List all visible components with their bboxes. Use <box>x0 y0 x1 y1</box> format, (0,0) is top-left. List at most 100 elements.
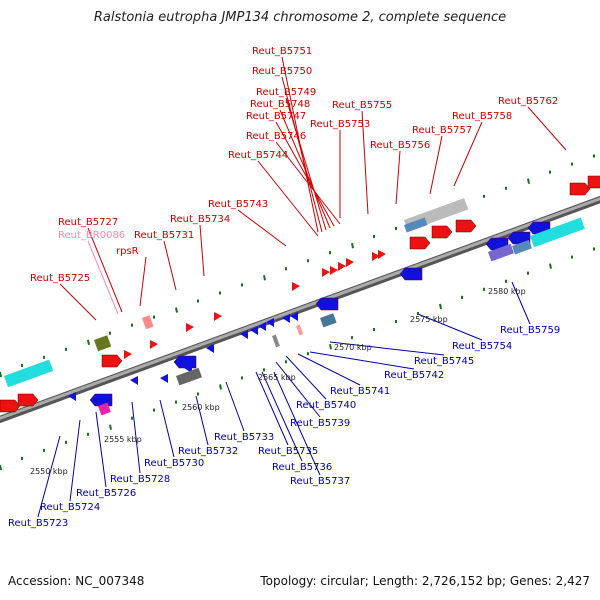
reverse-gene <box>173 355 197 369</box>
forward-gene <box>214 312 222 321</box>
leader-line <box>95 411 107 488</box>
leader-line <box>255 371 289 446</box>
gene-label: Reut_BR0086 <box>58 230 125 241</box>
leader-line <box>139 256 147 307</box>
gene-label: Reut_B5730 <box>144 458 204 469</box>
gene-label: Reut_B5742 <box>384 370 444 381</box>
leader-line <box>87 240 119 315</box>
leader-line <box>281 76 323 233</box>
gene-label: Reut_B5748 <box>250 99 310 110</box>
leader-line <box>257 160 319 237</box>
rna-feature <box>404 217 428 233</box>
forward-gene <box>150 340 158 349</box>
leader-line <box>527 106 567 151</box>
reverse-gene <box>184 364 192 373</box>
leader-line <box>37 435 61 518</box>
forward-gene <box>409 236 431 250</box>
gene-label: Reut_B5741 <box>330 386 390 397</box>
gene-label: Reut_B5735 <box>258 446 318 457</box>
gene-label: rpsR <box>116 246 139 257</box>
misc-feature <box>271 334 280 348</box>
tick-mark <box>219 384 222 390</box>
misc-feature <box>98 402 111 416</box>
leader-line <box>131 401 141 474</box>
pseudo-feature <box>176 367 202 386</box>
leader-line <box>159 399 175 458</box>
misc-feature <box>93 335 112 352</box>
reverse-gene <box>240 330 248 339</box>
leader-line <box>511 281 531 325</box>
gene-label: Reut_B5754 <box>452 341 512 352</box>
gene-label: Reut_B5749 <box>256 87 316 98</box>
scale-label: 2555 kbp <box>104 435 142 444</box>
gene-label: Reut_B5734 <box>170 214 230 225</box>
rrna-feature <box>512 239 532 255</box>
gene-label: Reut_B5744 <box>228 150 288 161</box>
topology-summary: Topology: circular; Length: 2,726,152 bp… <box>260 574 590 588</box>
forward-gene <box>186 323 194 332</box>
leader-line <box>285 97 327 231</box>
gene-label: Reut_B5758 <box>452 111 512 122</box>
reverse-gene <box>290 312 298 321</box>
gene-label: Reut_B5723 <box>8 518 68 529</box>
tick-mark <box>439 303 442 310</box>
leader-line <box>453 121 483 187</box>
reverse-gene <box>315 297 339 311</box>
gene-label: Reut_B5724 <box>40 502 100 513</box>
scale-labels: 2550 kbp 2555 kbp 2560 kbp 2565 kbp 2570 kbp… <box>30 287 526 476</box>
tick-mark <box>351 242 354 249</box>
gene-label: Reut_B5759 <box>500 325 560 336</box>
gene-label: Reut_B5743 <box>208 199 268 210</box>
forward-gene <box>330 266 338 275</box>
forward-gene <box>124 350 132 359</box>
gene-label: Reut_B5745 <box>414 356 474 367</box>
leader-line <box>395 150 401 205</box>
chromosome-backbone <box>0 195 600 424</box>
reverse-gene <box>399 267 423 281</box>
leader-line <box>275 141 341 225</box>
leader-line <box>275 121 335 227</box>
leader-line <box>361 110 369 215</box>
gene-label: Reut_B5762 <box>498 96 558 107</box>
scale-label: 2565 kbp <box>258 373 296 382</box>
gene-label: Reut_B5757 <box>412 125 472 136</box>
reverse-gene <box>89 393 113 407</box>
rrna-feature <box>4 359 54 388</box>
leader-line <box>297 353 361 386</box>
forward-gene <box>17 393 39 407</box>
gene-label: Reut_B5726 <box>76 488 136 499</box>
leader-line <box>59 283 97 321</box>
leader-line <box>69 419 81 502</box>
gene-label: Reut_B5753 <box>310 119 370 130</box>
scale-label: 2570 kbp <box>334 343 372 352</box>
forward-gene <box>431 225 453 239</box>
forward-gene <box>378 250 386 259</box>
forward-gene <box>587 175 600 189</box>
leader-line <box>329 341 445 356</box>
gene-label: Reut_B5740 <box>296 400 356 411</box>
leader-line <box>285 355 327 400</box>
leader-line <box>237 209 287 247</box>
tick-mark <box>329 343 332 350</box>
map-title: Ralstonia eutropha JMP134 chromosome 2, … <box>93 10 507 25</box>
gene-label: Reut_B5739 <box>290 418 350 429</box>
reverse-gene <box>250 326 258 335</box>
forward-gene <box>455 219 477 233</box>
leader-line <box>195 395 209 446</box>
scale-label: 2560 kbp <box>182 403 220 412</box>
leader-lines <box>37 56 567 518</box>
rrna-feature <box>530 217 585 248</box>
gene-label: Reut_B5728 <box>110 474 170 485</box>
forward-gene <box>569 182 591 196</box>
scale-label: 2575 kbp <box>410 315 448 324</box>
accession-text: Accession: NC_007348 <box>8 574 145 588</box>
leader-line <box>309 351 415 370</box>
reverse-gene <box>68 392 76 401</box>
gene-label: Reut_B5736 <box>272 462 332 473</box>
reverse-gene <box>258 322 266 331</box>
reverse-gene <box>130 376 138 385</box>
tick-mark <box>87 339 90 345</box>
gene-label: Reut_B5751 <box>252 46 312 57</box>
